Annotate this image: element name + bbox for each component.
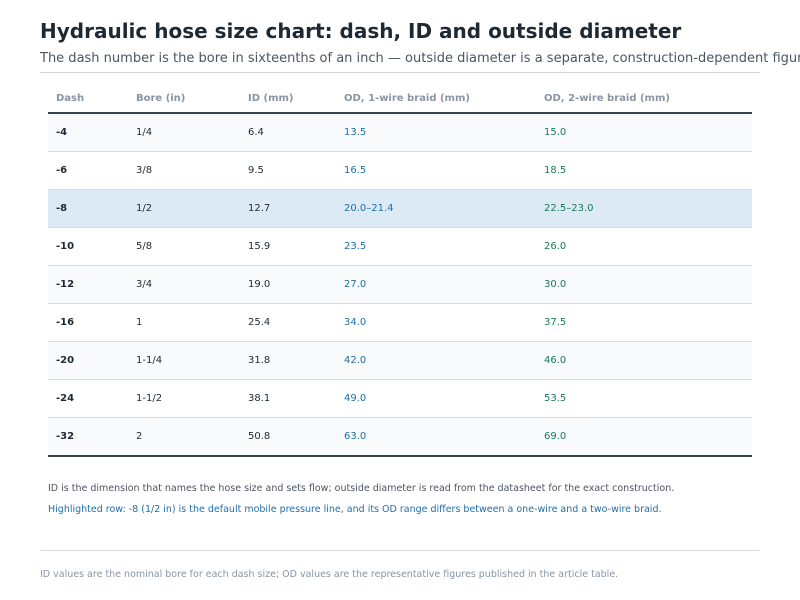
table-header-row: Dash Bore (in) ID (mm) OD, 1-wire braid … [48, 84, 752, 114]
table-row: -24 1-1/2 38.1 49.0 53.5 [48, 379, 752, 418]
footer-divider [40, 550, 760, 551]
cell-bore: 1-1/2 [128, 379, 240, 418]
cell-id: 19.0 [240, 265, 336, 304]
table-row: -12 3/4 19.0 27.0 30.0 [48, 265, 752, 304]
cell-od-1wire: 49.0 [336, 379, 536, 418]
cell-od-1wire: 13.5 [336, 113, 536, 152]
cell-id: 50.8 [240, 417, 336, 457]
column-header-od-1wire: OD, 1-wire braid (mm) [336, 84, 536, 114]
table-row: -16 1 25.4 34.0 37.5 [48, 303, 752, 342]
table-row: -32 2 50.8 63.0 69.0 [48, 417, 752, 457]
cell-od-1wire: 27.0 [336, 265, 536, 304]
id-note: ID is the dimension that names the hose … [48, 483, 675, 494]
table-row: -20 1-1/4 31.8 42.0 46.0 [48, 341, 752, 380]
highlight-note: Highlighted row: -8 (1/2 in) is the defa… [48, 504, 662, 515]
cell-od-1wire: 42.0 [336, 341, 536, 380]
table-row: -4 1/4 6.4 13.5 15.0 [48, 113, 752, 152]
cell-dash: -12 [48, 265, 128, 304]
cell-od-1wire: 16.5 [336, 151, 536, 190]
column-header-bore: Bore (in) [128, 84, 240, 114]
cell-od-2wire: 30.0 [536, 265, 752, 304]
cell-dash: -10 [48, 227, 128, 266]
cell-id: 6.4 [240, 113, 336, 152]
table-row-highlighted: -8 1/2 12.7 20.0–21.4 22.5–23.0 [48, 189, 752, 228]
table-row: -6 3/8 9.5 16.5 18.5 [48, 151, 752, 190]
cell-bore: 3/8 [128, 151, 240, 190]
cell-od-2wire: 26.0 [536, 227, 752, 266]
cell-dash: -8 [48, 189, 128, 228]
cell-id: 9.5 [240, 151, 336, 190]
cell-od-2wire: 53.5 [536, 379, 752, 418]
cell-od-1wire: 23.5 [336, 227, 536, 266]
table-row: -10 5/8 15.9 23.5 26.0 [48, 227, 752, 266]
cell-id: 15.9 [240, 227, 336, 266]
cell-od-2wire: 69.0 [536, 417, 752, 457]
cell-id: 25.4 [240, 303, 336, 342]
header-divider [40, 72, 760, 73]
cell-bore: 2 [128, 417, 240, 457]
cell-bore: 1/4 [128, 113, 240, 152]
page-subtitle: The dash number is the bore in sixteenth… [40, 51, 800, 66]
cell-dash: -4 [48, 113, 128, 152]
column-header-dash: Dash [48, 84, 128, 114]
cell-dash: -24 [48, 379, 128, 418]
cell-bore: 1-1/4 [128, 341, 240, 380]
page-title: Hydraulic hose size chart: dash, ID and … [40, 19, 682, 43]
cell-bore: 1/2 [128, 189, 240, 228]
hose-size-table: Dash Bore (in) ID (mm) OD, 1-wire braid … [48, 84, 752, 457]
cell-od-2wire: 22.5–23.0 [536, 189, 752, 228]
cell-id: 38.1 [240, 379, 336, 418]
cell-dash: -20 [48, 341, 128, 380]
cell-bore: 3/4 [128, 265, 240, 304]
column-header-id: ID (mm) [240, 84, 336, 114]
cell-od-2wire: 15.0 [536, 113, 752, 152]
cell-od-1wire: 34.0 [336, 303, 536, 342]
cell-id: 31.8 [240, 341, 336, 380]
cell-od-2wire: 37.5 [536, 303, 752, 342]
cell-od-1wire: 20.0–21.4 [336, 189, 536, 228]
cell-bore: 5/8 [128, 227, 240, 266]
cell-dash: -16 [48, 303, 128, 342]
cell-od-1wire: 63.0 [336, 417, 536, 457]
cell-dash: -6 [48, 151, 128, 190]
cell-bore: 1 [128, 303, 240, 342]
cell-id: 12.7 [240, 189, 336, 228]
cell-dash: -32 [48, 417, 128, 457]
column-header-od-2wire: OD, 2-wire braid (mm) [536, 84, 752, 114]
cell-od-2wire: 18.5 [536, 151, 752, 190]
cell-od-2wire: 46.0 [536, 341, 752, 380]
footer-note: ID values are the nominal bore for each … [40, 569, 619, 580]
